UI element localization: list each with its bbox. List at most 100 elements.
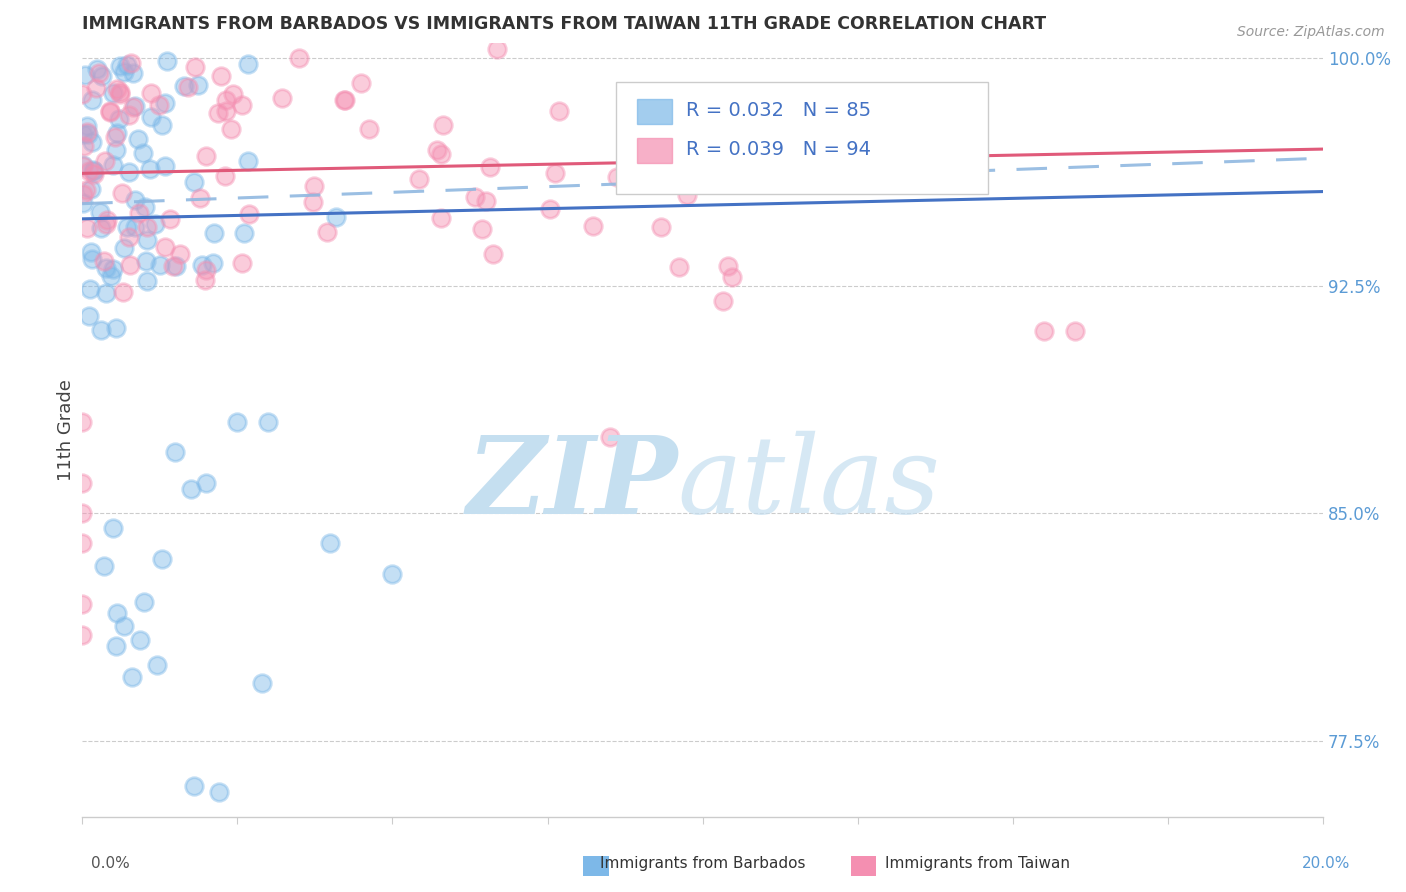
Point — [135, 219, 157, 234]
Point — [89, 205, 111, 219]
Point — [134, 594, 156, 608]
Point — [70, 475, 93, 490]
Point — [79, 282, 101, 296]
Point — [135, 274, 157, 288]
Point — [650, 219, 672, 234]
Point — [177, 80, 200, 95]
Point — [108, 87, 131, 101]
Point — [118, 108, 141, 122]
Point — [486, 42, 509, 56]
Point — [257, 415, 280, 429]
Point — [90, 221, 112, 235]
Point — [202, 226, 225, 240]
Point — [139, 110, 162, 124]
Point — [153, 159, 176, 173]
Point — [105, 126, 128, 140]
Point — [112, 619, 135, 633]
Point — [124, 219, 146, 234]
Point — [271, 91, 294, 105]
Point — [108, 112, 131, 127]
Point — [110, 86, 132, 100]
Point — [70, 87, 93, 101]
Point — [101, 261, 124, 276]
Point — [112, 65, 135, 79]
Text: atlas: atlas — [678, 431, 941, 536]
Point — [475, 194, 498, 208]
Text: ZIP: ZIP — [467, 431, 678, 537]
Point — [70, 415, 93, 429]
Point — [408, 171, 430, 186]
Point — [236, 154, 259, 169]
Point — [124, 193, 146, 207]
Point — [226, 415, 249, 429]
Point — [250, 676, 273, 690]
Point — [83, 164, 105, 178]
Point — [77, 164, 100, 178]
Bar — [637, 99, 672, 124]
Point — [165, 445, 187, 459]
Point — [145, 657, 167, 672]
Point — [100, 104, 122, 119]
Point — [180, 482, 202, 496]
Point — [214, 103, 236, 118]
Point — [159, 212, 181, 227]
Point — [688, 100, 710, 114]
Point — [94, 260, 117, 275]
Point — [720, 270, 742, 285]
Point — [76, 221, 98, 235]
Point — [101, 521, 124, 535]
Point — [194, 272, 217, 286]
Y-axis label: 11th Grade: 11th Grade — [58, 379, 75, 481]
Point — [112, 241, 135, 255]
Point — [357, 122, 380, 136]
Point — [169, 247, 191, 261]
Point — [72, 159, 94, 173]
Point — [1064, 324, 1087, 338]
Point — [605, 169, 627, 184]
Point — [544, 166, 567, 180]
Point — [288, 51, 311, 65]
Point — [72, 128, 94, 142]
Point — [711, 293, 734, 308]
Point — [104, 143, 127, 157]
Point — [432, 118, 454, 132]
Point — [103, 158, 125, 172]
Point — [120, 56, 142, 70]
Point — [150, 118, 173, 132]
Point — [231, 256, 253, 270]
Point — [105, 640, 128, 654]
Point — [73, 68, 96, 82]
Point — [96, 212, 118, 227]
Point — [80, 245, 103, 260]
Point — [100, 268, 122, 283]
Point — [139, 162, 162, 177]
Point — [381, 566, 404, 581]
Point — [194, 149, 217, 163]
Point — [84, 81, 107, 95]
Point — [132, 146, 155, 161]
Point — [238, 207, 260, 221]
Point — [96, 286, 118, 301]
Point — [538, 202, 561, 216]
Point — [134, 200, 156, 214]
Point — [104, 321, 127, 335]
Point — [195, 263, 218, 277]
Point — [350, 76, 373, 90]
Text: 20.0%: 20.0% — [1302, 856, 1350, 871]
Point — [582, 219, 605, 234]
Point — [76, 127, 98, 141]
Point — [72, 196, 94, 211]
Point — [76, 125, 98, 139]
Point — [115, 58, 138, 72]
Point — [72, 186, 94, 201]
Point — [214, 169, 236, 184]
Point — [82, 252, 104, 267]
Point — [82, 94, 104, 108]
Point — [118, 165, 141, 179]
Point — [165, 259, 187, 273]
Point — [135, 253, 157, 268]
Text: R = 0.032   N = 85: R = 0.032 N = 85 — [686, 102, 872, 120]
FancyBboxPatch shape — [616, 81, 988, 194]
Point — [111, 186, 134, 201]
Point — [128, 633, 150, 648]
